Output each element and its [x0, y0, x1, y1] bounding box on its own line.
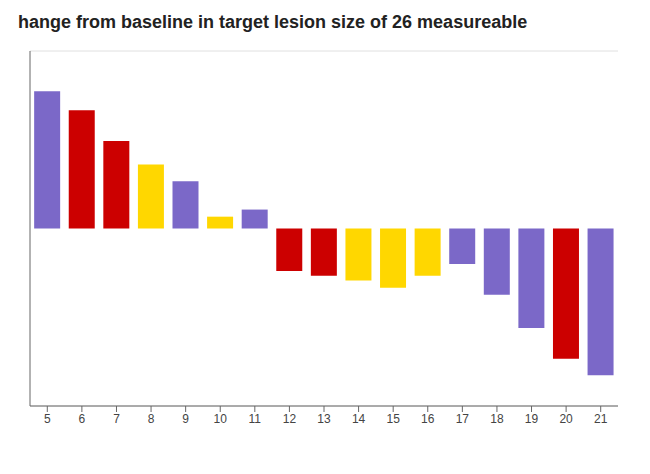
svg-text:7: 7 [113, 412, 120, 426]
svg-text:18: 18 [490, 412, 504, 426]
html-text:hange from baseline in target: hange from baseline in target lesion siz… [18, 12, 528, 32]
svg-text:5: 5 [44, 412, 51, 426]
svg-text:10: 10 [214, 412, 228, 426]
svg-text:15: 15 [386, 412, 400, 426]
svg-text:17: 17 [456, 412, 470, 426]
svg-text:12: 12 [283, 412, 297, 426]
svg-text:20: 20 [559, 412, 573, 426]
svg-text:21: 21 [594, 412, 608, 426]
svg-text:9: 9 [182, 412, 189, 426]
svg-text:11: 11 [249, 412, 262, 426]
svg-text:14: 14 [352, 412, 366, 426]
svg-text:6: 6 [79, 412, 86, 426]
svg-text:13: 13 [317, 412, 331, 426]
svg-text:8: 8 [148, 412, 155, 426]
svg-text:16: 16 [421, 412, 435, 426]
svg-text:19: 19 [525, 412, 539, 426]
